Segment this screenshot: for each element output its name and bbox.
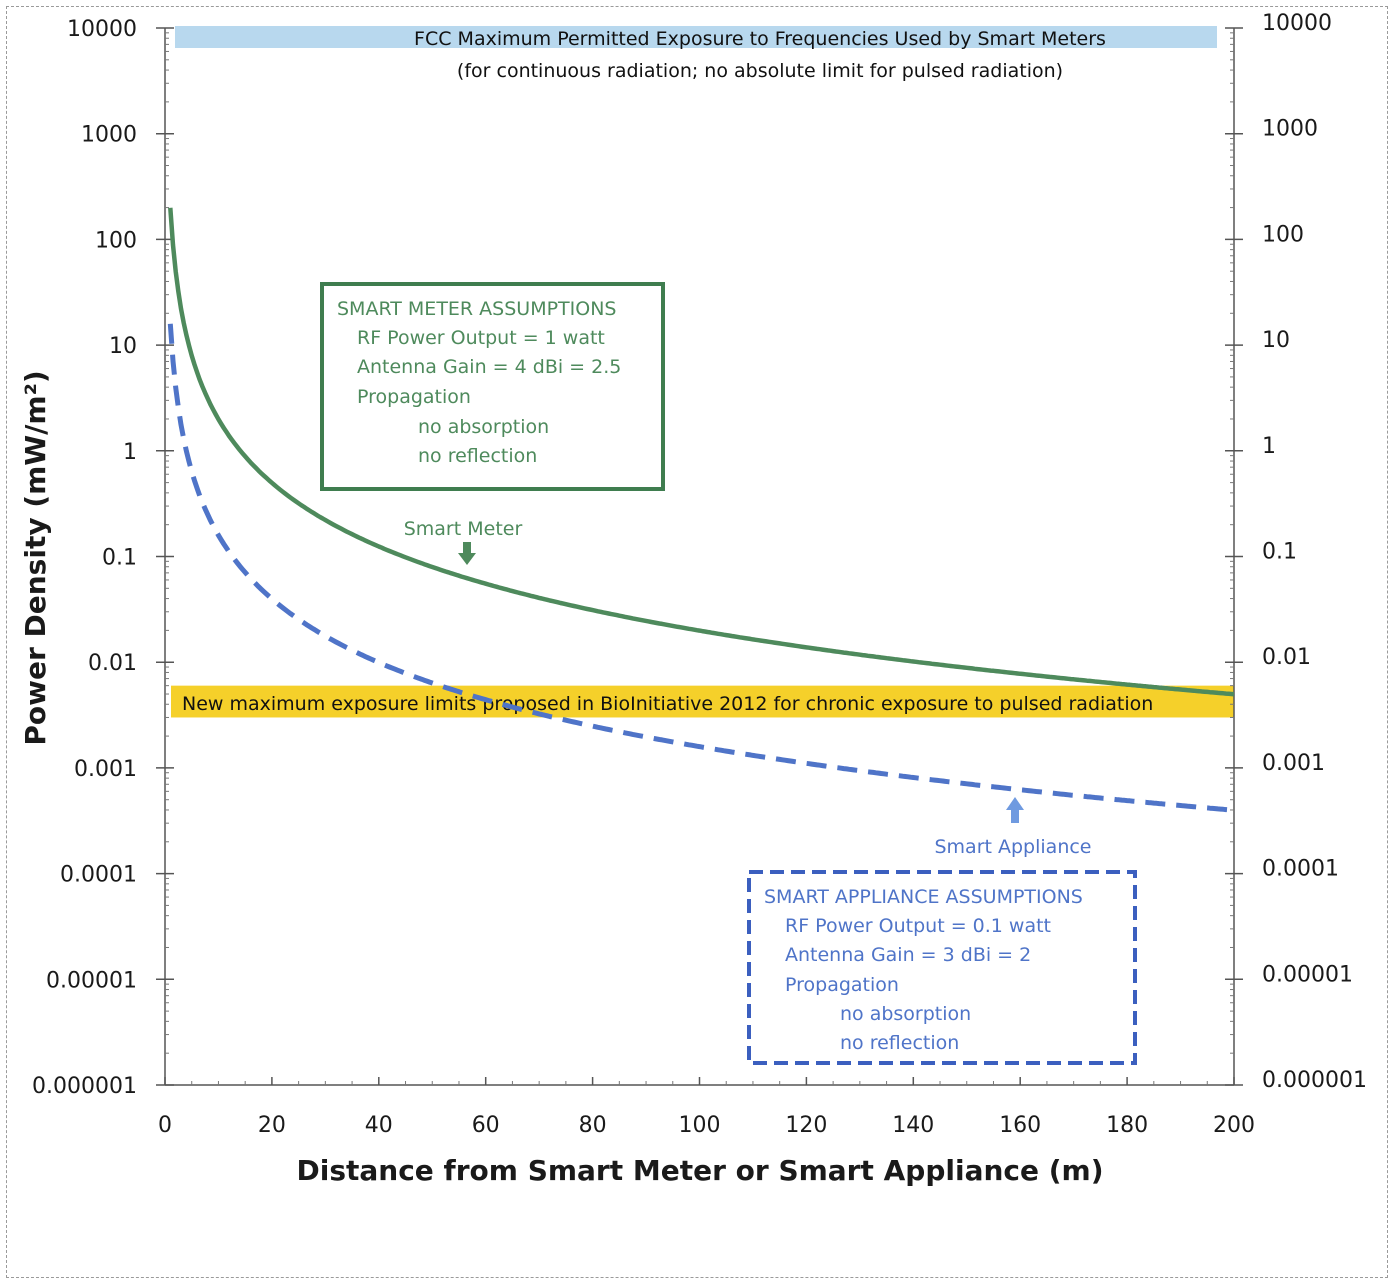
x-tick-label: 20 <box>258 1113 286 1138</box>
y-tick-label: 0.0001 <box>60 863 137 888</box>
x-tick-label: 140 <box>892 1113 934 1138</box>
smart-appliance-box-subline: no absorption <box>840 1003 971 1025</box>
x-tick-label: 40 <box>365 1113 393 1138</box>
x-axis-title: Distance from Smart Meter or Smart Appli… <box>296 1154 1103 1187</box>
y-tick-label: 10 <box>109 334 137 359</box>
smart-appliance-box-line: Propagation <box>785 974 899 996</box>
secondary-y-tick-label: 100 <box>1262 222 1304 247</box>
x-tick-label: 180 <box>1106 1113 1148 1138</box>
x-tick-label: 160 <box>999 1113 1041 1138</box>
secondary-y-tick-label: 0.0001 <box>1262 857 1339 882</box>
smart-appliance-box-title: SMART APPLIANCE ASSUMPTIONS <box>764 886 1083 908</box>
smart-meter-box-line: Propagation <box>357 386 471 408</box>
smart-appliance-label: Smart Appliance <box>934 836 1091 858</box>
y-tick-label: 1 <box>123 440 137 465</box>
y-axis-title: Power Density (mW/m²) <box>19 370 52 745</box>
smart-appliance-arrow <box>1006 797 1024 823</box>
y-tick-label: 100 <box>95 228 137 253</box>
secondary-y-tick-label: 0.1 <box>1262 540 1297 565</box>
smart-meter-box-line: Antenna Gain = 4 dBi = 2.5 <box>357 356 621 378</box>
smart-appliance-box-subline: no reflection <box>840 1032 959 1054</box>
y-tick-label: 10000 <box>67 17 137 42</box>
smart-meter-assumptions-box: SMART METER ASSUMPTIONS RF Power Output … <box>320 282 665 491</box>
bands-layer <box>171 26 1234 718</box>
secondary-y-tick-label: 1000 <box>1262 117 1318 142</box>
smart-meter-box-subline: no absorption <box>418 416 549 438</box>
x-tick-label: 60 <box>472 1113 500 1138</box>
y-tick-label: 0.000001 <box>32 1074 137 1099</box>
y-tick-label: 0.00001 <box>46 968 137 993</box>
y-tick-label: 0.001 <box>74 757 137 782</box>
y-tick-label: 0.1 <box>102 546 137 571</box>
secondary-y-tick-label: 0.01 <box>1262 645 1311 670</box>
smart-meter-arrow <box>458 542 476 565</box>
x-tick-label: 120 <box>785 1113 827 1138</box>
x-tick-label: 100 <box>679 1113 721 1138</box>
smart-meter-box-subline: no reflection <box>418 445 537 467</box>
smart-appliance-box-line: RF Power Output = 0.1 watt <box>785 915 1051 937</box>
fcc-note: (for continuous radiation; no absolute l… <box>457 60 1063 82</box>
secondary-y-tick-label: 10 <box>1262 328 1290 353</box>
secondary-y-tick-label: 10000 <box>1262 11 1332 36</box>
x-tick-label: 0 <box>158 1113 172 1138</box>
smart-appliance-assumptions-box: SMART APPLIANCE ASSUMPTIONS RF Power Out… <box>747 870 1137 1065</box>
smart-meter-line <box>168 207 1235 697</box>
x-tick-label: 80 <box>579 1113 607 1138</box>
smart-meter-box-line: RF Power Output = 1 watt <box>357 327 605 349</box>
chart-frame <box>6 6 1388 1278</box>
smart-meter-label: Smart Meter <box>404 518 523 540</box>
smart-meter-box-title: SMART METER ASSUMPTIONS <box>337 298 616 320</box>
fcc-band <box>175 26 1217 48</box>
secondary-y-tick-label: 0.00001 <box>1262 962 1353 987</box>
bioinitiative-band-label: New maximum exposure limits proposed in … <box>182 693 1153 715</box>
fcc-band-label: FCC Maximum Permitted Exposure to Freque… <box>414 28 1106 50</box>
bioinitiative-band <box>171 685 1234 718</box>
secondary-y-tick-label: 0.000001 <box>1262 1068 1367 1093</box>
secondary-y-tick-label: 0.001 <box>1262 751 1325 776</box>
series-layer <box>167 207 1235 813</box>
y-tick-label: 1000 <box>81 123 137 148</box>
smart-appliance-line <box>167 323 1235 813</box>
smart-appliance-box-line: Antenna Gain = 3 dBi = 2 <box>785 944 1031 966</box>
x-tick-label: 200 <box>1213 1113 1255 1138</box>
secondary-y-tick-label: 1 <box>1262 434 1276 459</box>
y-tick-label: 0.01 <box>88 651 137 676</box>
